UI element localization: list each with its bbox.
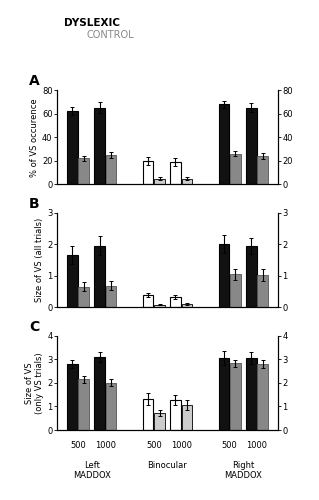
Bar [170,400,181,430]
Text: 1000: 1000 [247,441,268,450]
Bar [143,161,153,184]
Text: 1000: 1000 [171,441,192,450]
Bar [257,275,268,307]
Bar [143,296,153,307]
Y-axis label: Size of VS
(only VS trials): Size of VS (only VS trials) [25,352,44,414]
Bar [67,364,78,430]
Y-axis label: % of VS occurence: % of VS occurence [30,98,39,176]
Bar [170,297,181,307]
Bar [230,154,241,184]
Bar [78,379,89,430]
Bar [154,413,165,430]
Bar [94,357,105,430]
Text: 500: 500 [222,441,238,450]
Bar [182,178,192,184]
Text: Binocular: Binocular [148,460,187,469]
Y-axis label: Size of VS (all trials): Size of VS (all trials) [35,218,44,302]
Bar [78,158,89,184]
Bar [78,287,89,307]
Bar [230,364,241,430]
Text: 1000: 1000 [95,441,116,450]
Text: Right
MADDOX: Right MADDOX [225,460,262,480]
Bar [219,358,229,430]
Bar [106,383,116,430]
Bar [219,244,229,307]
Text: C: C [29,320,39,334]
Text: Left
MADDOX: Left MADDOX [73,460,110,480]
Bar [106,286,116,307]
Bar [219,104,229,184]
Bar [246,108,257,184]
Bar [257,364,268,430]
Bar [154,178,165,184]
Text: CONTROL: CONTROL [86,30,134,40]
Bar [67,256,78,307]
Text: 500: 500 [70,441,86,450]
Text: B: B [29,197,40,211]
Bar [257,156,268,184]
Bar [230,274,241,307]
Bar [143,400,153,430]
Text: A: A [29,74,40,88]
Bar [182,304,192,307]
Bar [106,155,116,184]
Bar [67,112,78,184]
Bar [182,405,192,430]
Bar [94,246,105,307]
Bar [94,108,105,184]
Bar [246,358,257,430]
Bar [170,162,181,184]
Bar [154,304,165,307]
Text: DYSLEXIC: DYSLEXIC [64,18,120,28]
Text: 500: 500 [146,441,162,450]
Bar [246,246,257,307]
